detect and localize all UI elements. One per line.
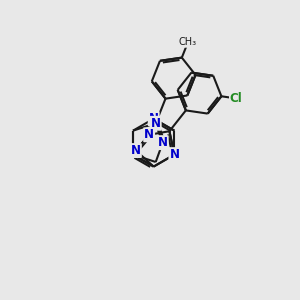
Text: CH₃: CH₃ bbox=[179, 37, 197, 47]
Text: N: N bbox=[149, 112, 159, 125]
Text: N: N bbox=[144, 128, 154, 141]
Text: N: N bbox=[131, 144, 141, 157]
Text: Cl: Cl bbox=[230, 92, 242, 105]
Text: N: N bbox=[158, 136, 168, 149]
Text: N: N bbox=[169, 148, 179, 161]
Text: N: N bbox=[151, 117, 161, 130]
